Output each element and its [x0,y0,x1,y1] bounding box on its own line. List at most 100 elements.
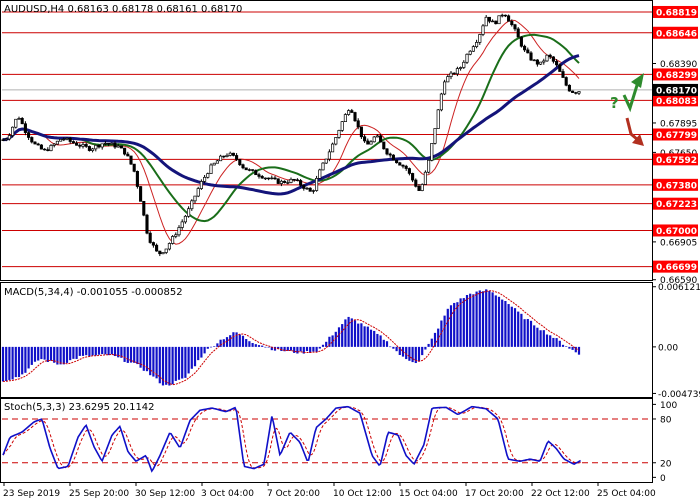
macd-bar [123,346,126,362]
macd-bar [539,330,542,347]
candle [177,225,181,237]
candle [401,164,405,169]
macd-bar [145,346,149,372]
candle [132,163,136,173]
candle [439,92,443,112]
macd-bar [395,346,398,352]
candle [407,167,411,176]
macd-bar [565,346,568,347]
macd-bar [520,313,523,347]
macd-bar [53,346,56,363]
candle [484,15,488,27]
macd-bar [382,339,385,347]
macd-bar [101,346,104,355]
macd-bar [558,340,561,347]
candle [308,187,312,192]
macd-bar [241,335,245,347]
candle [347,109,351,116]
candle [452,72,456,75]
price-tick-label: 0.68390 [660,60,697,70]
candle [423,170,427,185]
macd-label: MACD(5,34,4) -0.001055 -0.000852 [4,287,183,298]
macd-bar [417,346,421,362]
candle [97,144,101,149]
candle [353,111,357,122]
candle [414,178,418,188]
macd-bar [293,346,296,353]
macd-bar [104,346,107,355]
candle [52,143,56,148]
macd-bar [523,319,526,347]
macd-bar [168,346,171,386]
stochastic-lines [2,405,652,473]
time-tick-label: 25 Oct 04:00 [597,489,656,499]
macd-bar [184,346,187,378]
macd-bar [65,346,69,363]
macd-bar [219,339,222,347]
macd-bar [8,346,11,380]
macd-bar [248,341,251,347]
macd-bar [469,293,472,347]
candle [215,159,219,164]
macd-bar [337,327,341,347]
candle [151,241,155,248]
candle [180,219,184,230]
macd-bar [305,346,309,352]
macd-bar [456,302,459,347]
candle [276,178,280,184]
macd-bar [552,337,555,347]
candle [81,141,85,149]
macd-bar [555,338,558,347]
candle [161,252,165,255]
candle [334,136,338,146]
macd-bar [545,334,549,347]
macd-bar [165,346,168,385]
macd-bar [110,346,113,355]
time-tick-label: 25 Sep 20:00 [69,489,129,499]
time-tick-label: 17 Oct 20:00 [465,489,524,499]
macd-bar [491,292,494,347]
candle [430,143,434,162]
macd-bar [437,328,440,347]
candle [465,53,469,64]
candle [273,175,277,180]
macd-bar [209,346,213,348]
candle [494,20,498,25]
macd-bar [568,346,571,349]
macd-bar [344,319,347,347]
macd-bar [350,318,353,347]
level-price-tag [653,26,698,39]
macd-bar [232,332,235,347]
candle [500,13,504,18]
macd-bar [17,346,21,378]
candle [75,141,79,146]
candle [94,144,98,152]
macd-bar [97,346,101,355]
stoch-tick-label: 0 [660,474,666,484]
candles [1,13,581,257]
macd-bar [571,346,574,350]
candle [391,154,395,161]
macd-bar [379,335,382,347]
level-price-tag [653,128,698,141]
price-tag-label: 0.67000 [656,227,697,237]
macd-bar [152,346,155,377]
candle [507,14,511,22]
macd-bar [56,346,59,365]
macd-bar [235,332,238,347]
candle [369,140,373,145]
candle [289,177,293,184]
candle [497,15,501,25]
macd-bar [197,346,200,361]
candle [27,131,31,140]
macd-bar [37,346,40,361]
macd-bar [369,329,373,347]
candle [286,180,290,185]
macd-bar [385,341,389,347]
arrow-down-head [632,134,644,146]
macd-bar [149,346,152,376]
candle [523,44,527,52]
level-price-tag [653,68,698,81]
macd-bar [14,346,17,378]
candle [241,163,245,170]
